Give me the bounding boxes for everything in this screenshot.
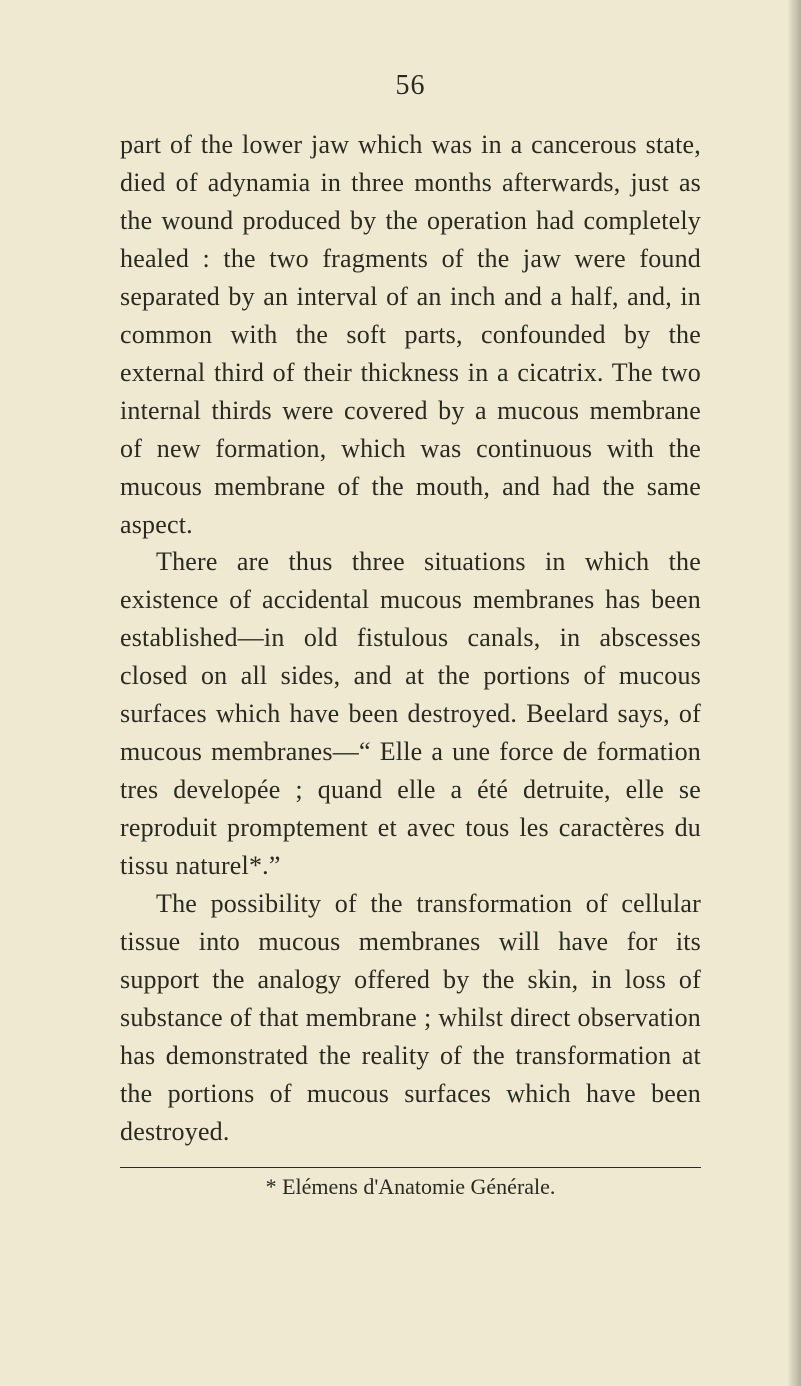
footnote-text: * Elémens d'Anatomie Générale.	[120, 1174, 701, 1200]
paragraph-1: part of the lower jaw which was in a can…	[120, 126, 701, 543]
spine-shadow	[787, 0, 801, 1386]
body-text-block: part of the lower jaw which was in a can…	[120, 126, 701, 1151]
paragraph-3: The possibility of the transformation of…	[120, 885, 701, 1151]
page-container: 56 part of the lower jaw which was in a …	[0, 0, 801, 1386]
page-number: 56	[120, 70, 701, 102]
paragraph-2: There are thus three situations in which…	[120, 543, 701, 885]
footnote-rule	[120, 1167, 701, 1168]
